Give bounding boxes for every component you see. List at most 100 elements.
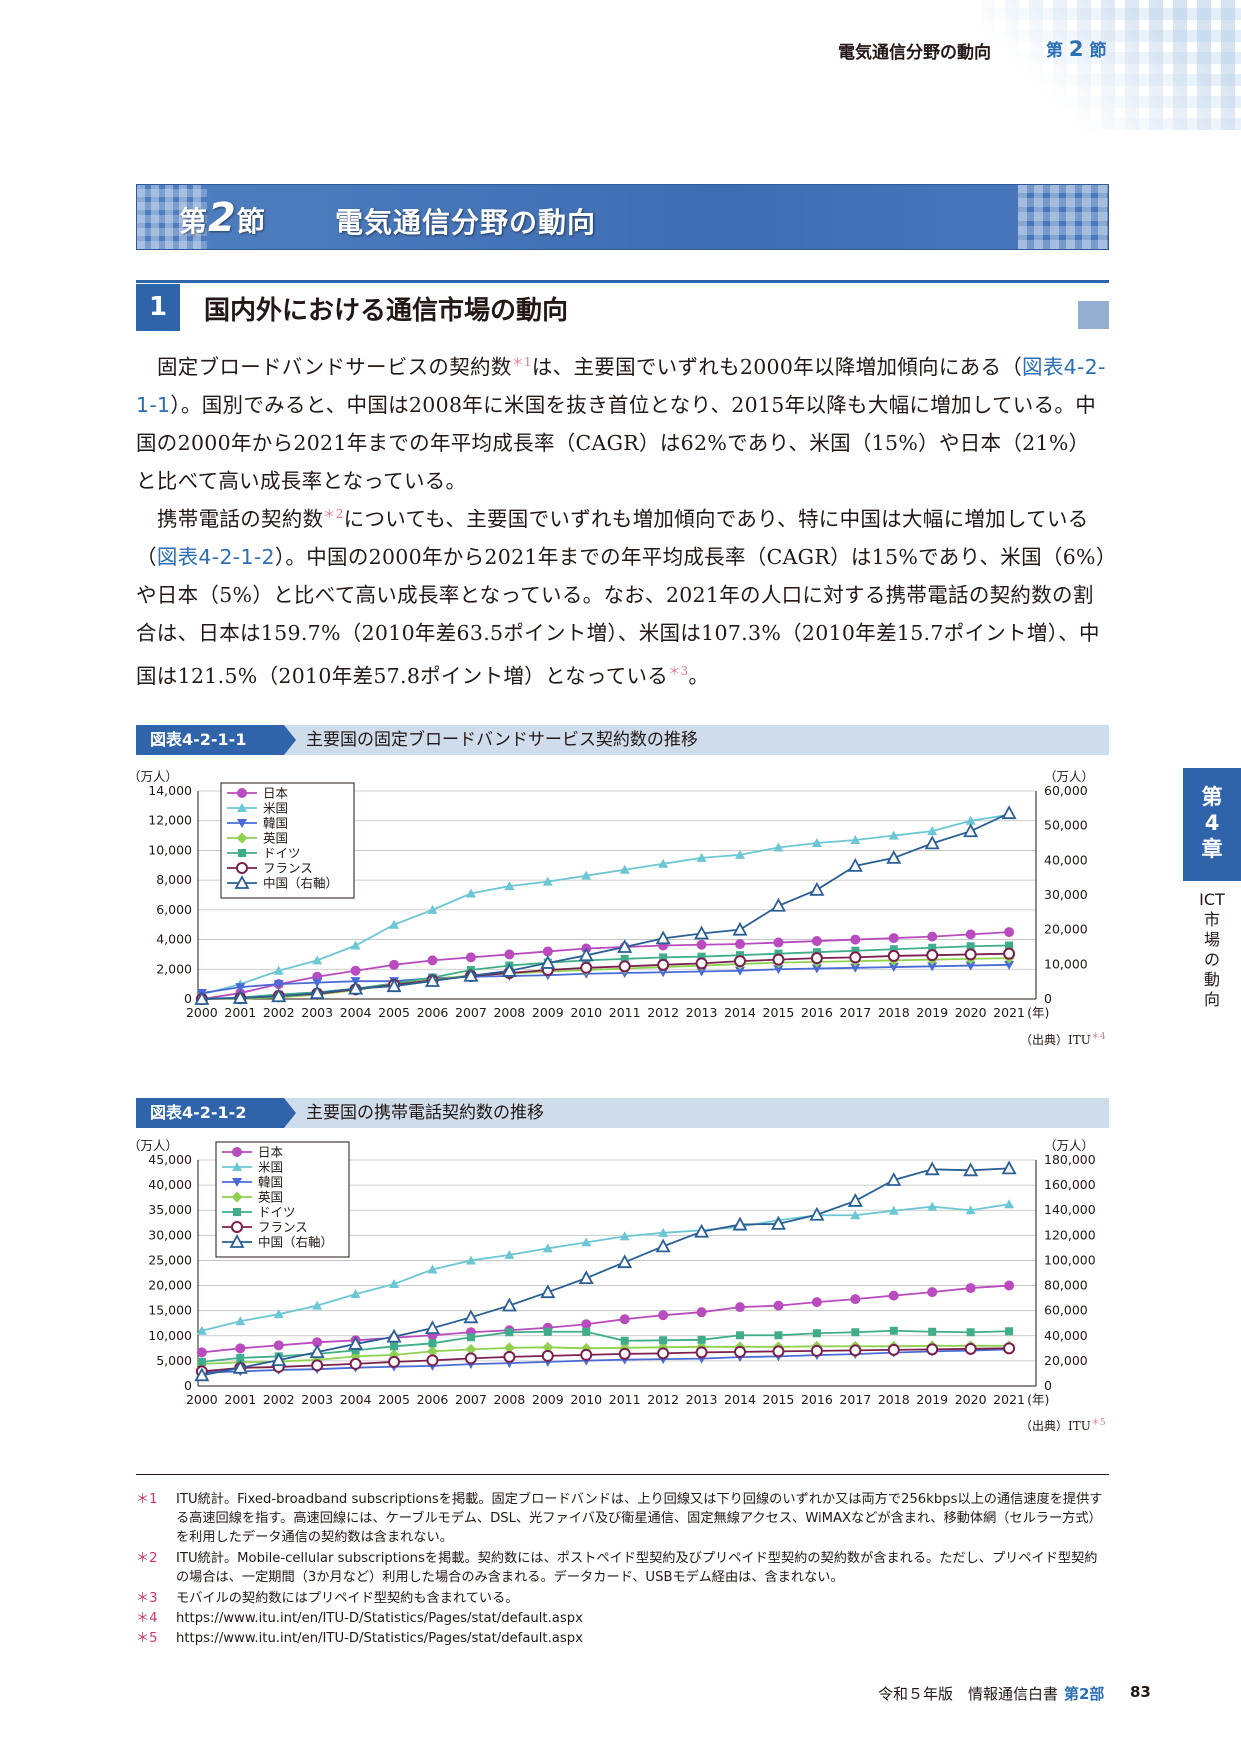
data-point: [348, 980, 364, 995]
data-point: [966, 942, 975, 951]
footnote-ref-2[interactable]: ＊2: [323, 507, 344, 521]
series-line: [201, 944, 1010, 1000]
data-point: [580, 1348, 593, 1361]
section-title: 電気通信分野の動向: [335, 206, 597, 239]
x-tick: 2013: [686, 1392, 718, 1407]
x-tick: 2000: [186, 1392, 218, 1407]
x-tick: 2017: [839, 1392, 871, 1407]
data-point: [582, 1327, 591, 1336]
data-point: [772, 1345, 785, 1358]
running-section: 第 2 節: [1046, 37, 1107, 61]
data-point: [386, 978, 402, 993]
y-tick-left: 4,000: [156, 932, 192, 947]
data-point: [426, 1354, 439, 1367]
footnote-ref-1[interactable]: ＊1: [511, 355, 532, 369]
y-tick-right: 20,000: [1044, 1353, 1088, 1368]
data-point: [540, 955, 556, 969]
x-tick: 2019: [916, 1392, 948, 1407]
data-point: [736, 1331, 745, 1340]
footnote-ref-3[interactable]: ＊3: [668, 663, 689, 678]
x-tick: 2003: [301, 1005, 333, 1020]
data-point: [655, 930, 671, 945]
data-point: [964, 1342, 977, 1355]
data-point: [196, 1325, 207, 1335]
x-tick: 2004: [340, 1005, 372, 1020]
y-tick-right: 30,000: [1044, 887, 1088, 902]
footer-book: 令和５年版 情報通信白書: [878, 1685, 1059, 1703]
legend-label: 中国（右軸）: [258, 1235, 333, 1250]
data-point: [657, 958, 670, 971]
series-6: [194, 1160, 1017, 1382]
data-point: [501, 963, 517, 977]
data-point: [501, 1297, 517, 1312]
y-tick-left: 30,000: [148, 1227, 192, 1242]
chapter-tab[interactable]: 第 4 章: [1183, 768, 1241, 881]
data-point: [580, 1342, 592, 1354]
data-point: [543, 1327, 552, 1336]
legend-label: 日本: [263, 786, 289, 801]
data-point: [888, 933, 899, 944]
y-tick-left: 6,000: [156, 902, 192, 917]
x-tick: 2020: [955, 1005, 987, 1020]
legend-swatch-marker: [232, 1147, 242, 1157]
paragraph-mobile: 携帯電話の契約数＊2についても、主要国でいずれも増加傾向であり、特に中国は大幅に…: [136, 506, 1107, 688]
data-point: [735, 849, 746, 859]
data-point: [926, 1343, 939, 1356]
y-tick-left: 10,000: [148, 842, 192, 857]
data-point: [888, 830, 899, 840]
data-point: [1003, 1342, 1016, 1355]
data-point: [773, 937, 784, 948]
data-point: [232, 1359, 248, 1374]
data-point: [1004, 1280, 1015, 1291]
data-point: [811, 1297, 822, 1308]
data-point: [504, 949, 515, 960]
footnote-4-url[interactable]: https://www.itu.int/en/ITU-D/Statistics/…: [176, 1611, 583, 1626]
data-point: [849, 951, 862, 964]
data-point: [963, 1162, 979, 1177]
data-point: [770, 1216, 786, 1230]
figure-2-tag: 図表4-2-1-2: [136, 1098, 296, 1128]
x-tick: 2008: [493, 1005, 525, 1020]
figure-link-2[interactable]: 図表4-2-1-2: [156, 544, 275, 569]
data-point: [658, 1310, 669, 1321]
data-point: [312, 978, 323, 988]
page-number: 83: [1130, 1683, 1151, 1701]
x-tick: 2010: [570, 1392, 602, 1407]
y-tick-left: 45,000: [148, 1152, 192, 1167]
data-point: [273, 1340, 284, 1351]
x-tick: 2010: [570, 1005, 602, 1020]
data-point: [351, 1346, 360, 1355]
y-tick-right: 180,000: [1044, 1152, 1096, 1167]
data-point: [504, 1249, 515, 1259]
data-point: [851, 946, 860, 955]
y-tick-right: 60,000: [1044, 1303, 1088, 1318]
data-point: [1005, 941, 1014, 950]
series-line: [201, 1344, 1010, 1365]
data-point: [888, 963, 899, 973]
y-tick-left: 5,000: [156, 1353, 192, 1368]
data-point: [928, 943, 937, 952]
legend-swatch-marker: [231, 1221, 243, 1233]
y-tick-left: 20,000: [148, 1278, 192, 1293]
legend-swatch-marker: [234, 875, 250, 889]
data-point: [581, 1237, 592, 1247]
x-tick: 2013: [686, 1005, 718, 1020]
footnote-4: ＊4 https://www.itu.int/en/ITU-D/Statistic…: [136, 1609, 1109, 1628]
data-point: [694, 1223, 710, 1238]
broadband-chart: 0 2,000 4,000 6,000 8,000 10,000 12,000 14,000 0…: [136, 769, 1094, 1020]
data-point: [965, 961, 976, 971]
footnote-5-url[interactable]: https://www.itu.int/en/ITU-D/Statistics/…: [176, 1631, 583, 1646]
data-point: [271, 1352, 287, 1367]
series-line: [201, 1348, 1010, 1374]
y-tick-right: 50,000: [1044, 818, 1088, 833]
legend-label: 英国: [263, 831, 288, 846]
data-point: [312, 955, 323, 965]
data-point: [620, 954, 629, 963]
data-point: [235, 1316, 246, 1326]
figure-link-1[interactable]: 図表4-2-1-1: [136, 354, 1106, 417]
legend-label: ドイツ: [258, 1205, 296, 1220]
data-point: [427, 955, 438, 966]
data-point: [850, 934, 861, 945]
data-point: [812, 1329, 821, 1338]
